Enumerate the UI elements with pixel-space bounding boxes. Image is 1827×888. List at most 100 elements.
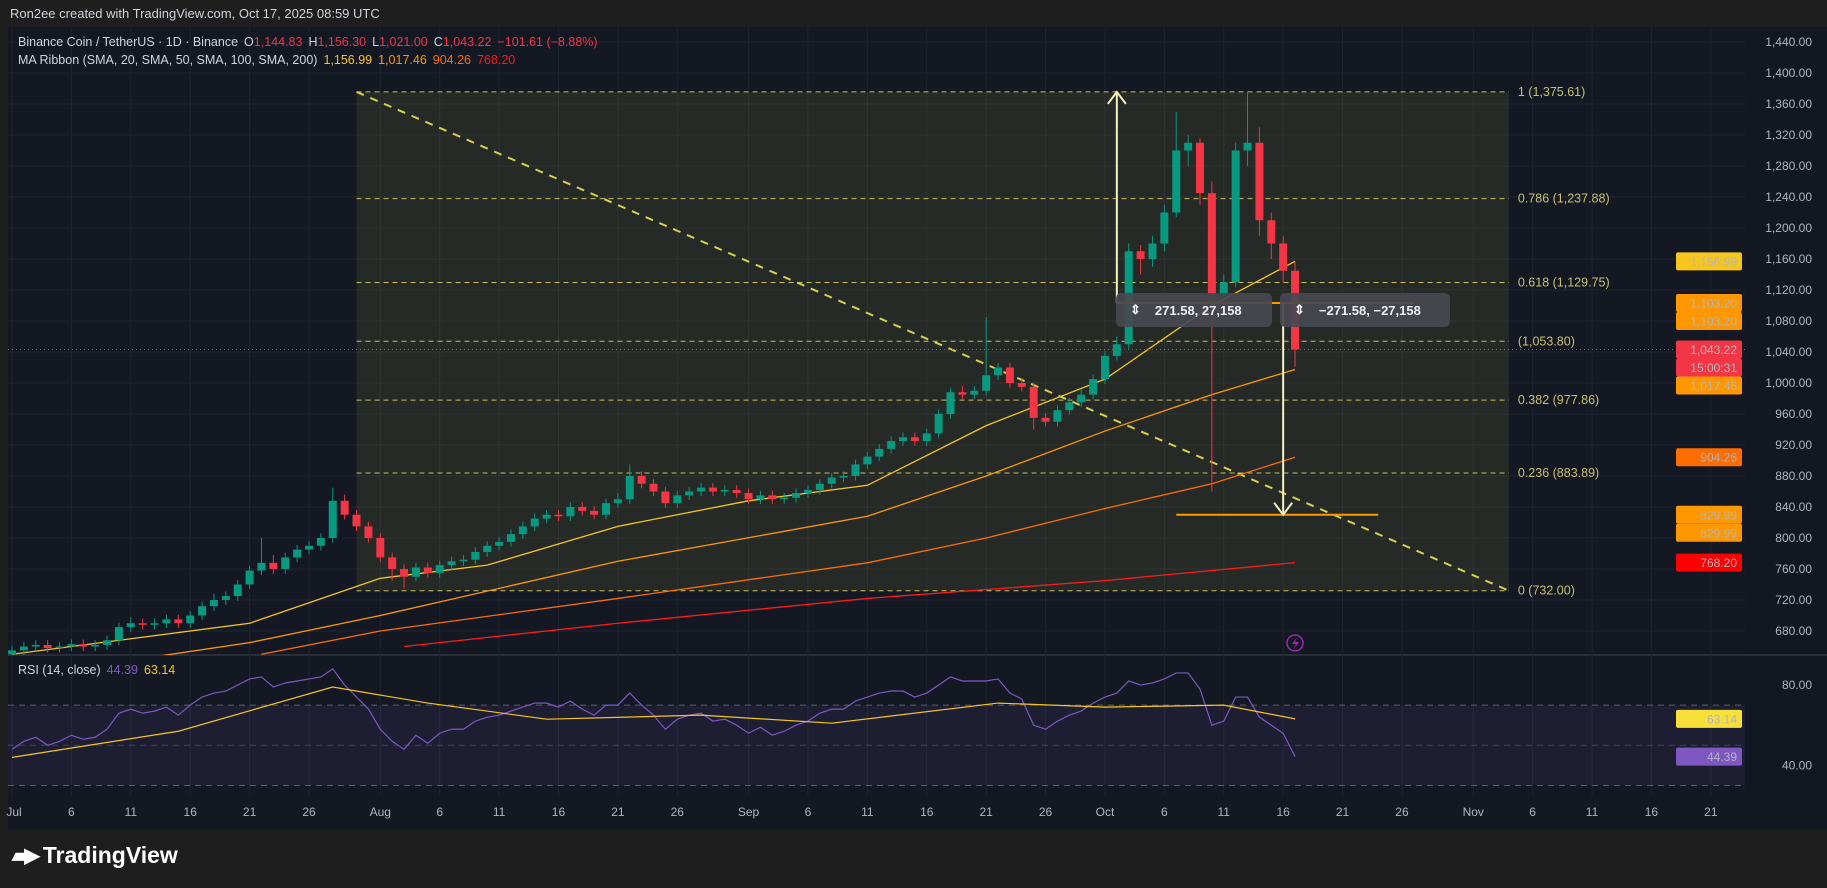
candle[interactable] xyxy=(827,472,836,489)
candle[interactable] xyxy=(269,555,278,574)
rsi-legend[interactable]: RSI (14, close) 44.39 63.14 xyxy=(18,663,175,677)
candle[interactable] xyxy=(887,436,896,454)
candle[interactable] xyxy=(245,565,254,590)
candle[interactable] xyxy=(732,485,741,498)
candle[interactable] xyxy=(1089,374,1098,400)
candle[interactable] xyxy=(875,444,884,462)
measure-arrow[interactable] xyxy=(1107,90,1127,304)
candle[interactable] xyxy=(19,641,28,655)
candle[interactable] xyxy=(126,617,135,632)
candle[interactable] xyxy=(162,614,171,628)
candle[interactable] xyxy=(1184,135,1193,166)
candle[interactable] xyxy=(839,471,848,483)
rsi-ma-line[interactable] xyxy=(11,686,1296,758)
candle[interactable] xyxy=(530,513,539,532)
candle[interactable] xyxy=(1136,245,1145,275)
candle[interactable] xyxy=(293,544,302,563)
candle[interactable] xyxy=(578,502,587,516)
ma-ribbon-legend[interactable]: MA Ribbon (SMA, 20, SMA, 50, SMA, 100, S… xyxy=(18,53,515,67)
candle[interactable] xyxy=(1029,382,1038,430)
candle[interactable] xyxy=(1077,389,1086,408)
candle[interactable] xyxy=(982,317,991,396)
candle[interactable] xyxy=(803,485,812,498)
candle[interactable] xyxy=(590,506,599,520)
candle[interactable] xyxy=(673,490,682,508)
tradingview-logo[interactable]: ▰▶ TradingView xyxy=(12,842,178,869)
candle[interactable] xyxy=(340,494,349,520)
measure-arrow[interactable] xyxy=(1273,303,1293,517)
candle[interactable] xyxy=(150,618,159,630)
candle[interactable] xyxy=(792,488,801,503)
candle[interactable] xyxy=(79,639,88,652)
candle[interactable] xyxy=(1053,405,1062,427)
candle[interactable] xyxy=(447,556,456,570)
candle[interactable] xyxy=(970,386,979,400)
rsi-line[interactable] xyxy=(11,668,1296,757)
candle[interactable] xyxy=(922,428,931,446)
candle[interactable] xyxy=(506,529,515,547)
candle[interactable] xyxy=(1243,92,1252,166)
candle[interactable] xyxy=(55,641,64,653)
candle[interactable] xyxy=(221,591,230,605)
candle[interactable] xyxy=(114,622,123,645)
candle[interactable] xyxy=(1207,181,1216,492)
lightning-icon[interactable] xyxy=(1286,634,1304,652)
candle[interactable] xyxy=(768,490,777,504)
candle[interactable] xyxy=(685,486,694,501)
candle[interactable] xyxy=(566,502,575,521)
candle[interactable] xyxy=(31,640,40,652)
candle[interactable] xyxy=(1231,142,1240,287)
ma-line-sma100[interactable] xyxy=(261,456,1296,655)
candle[interactable] xyxy=(815,479,824,495)
candle[interactable] xyxy=(316,533,325,551)
candle[interactable] xyxy=(364,521,373,543)
candle[interactable] xyxy=(233,579,242,601)
candle[interactable] xyxy=(958,386,967,400)
candle[interactable] xyxy=(209,593,218,611)
candle[interactable] xyxy=(1005,362,1014,388)
candle[interactable] xyxy=(1112,336,1121,361)
candle[interactable] xyxy=(661,486,670,508)
candle[interactable] xyxy=(388,552,397,581)
candle[interactable] xyxy=(934,409,943,439)
candle[interactable] xyxy=(1041,413,1050,427)
candle[interactable] xyxy=(637,471,646,489)
candle[interactable] xyxy=(1065,397,1074,415)
ma-line-sma200[interactable] xyxy=(403,561,1296,648)
candle[interactable] xyxy=(1160,204,1169,252)
candle[interactable] xyxy=(8,645,16,659)
candle[interactable] xyxy=(1279,235,1288,283)
candle[interactable] xyxy=(720,485,729,497)
candle[interactable] xyxy=(708,482,717,497)
candle[interactable] xyxy=(281,552,290,574)
candle[interactable] xyxy=(910,432,919,446)
symbol-legend[interactable]: Binance Coin / TetherUS · 1D · Binance O1… xyxy=(18,35,598,49)
candle[interactable] xyxy=(483,541,492,557)
price-axis[interactable] xyxy=(1745,27,1827,830)
candle[interactable] xyxy=(994,362,1003,380)
candle[interactable] xyxy=(67,639,76,652)
candle[interactable] xyxy=(554,510,563,521)
candle[interactable] xyxy=(1267,212,1276,260)
candle[interactable] xyxy=(198,601,207,621)
candle[interactable] xyxy=(495,537,504,551)
candle[interactable] xyxy=(423,562,432,578)
candle[interactable] xyxy=(1100,351,1109,384)
candle[interactable] xyxy=(103,635,112,650)
candle[interactable] xyxy=(780,493,789,504)
candle[interactable] xyxy=(352,510,361,532)
candle[interactable] xyxy=(1148,235,1157,267)
candle[interactable] xyxy=(697,482,706,497)
candle[interactable] xyxy=(863,451,872,470)
candle[interactable] xyxy=(1255,127,1264,236)
candle[interactable] xyxy=(257,538,266,576)
candle[interactable] xyxy=(625,464,634,504)
candle[interactable] xyxy=(305,541,313,555)
candle[interactable] xyxy=(43,640,52,653)
candle[interactable] xyxy=(91,640,100,652)
candle[interactable] xyxy=(744,488,753,504)
candle[interactable] xyxy=(542,510,551,524)
candle[interactable] xyxy=(756,490,765,504)
candle[interactable] xyxy=(435,560,444,578)
